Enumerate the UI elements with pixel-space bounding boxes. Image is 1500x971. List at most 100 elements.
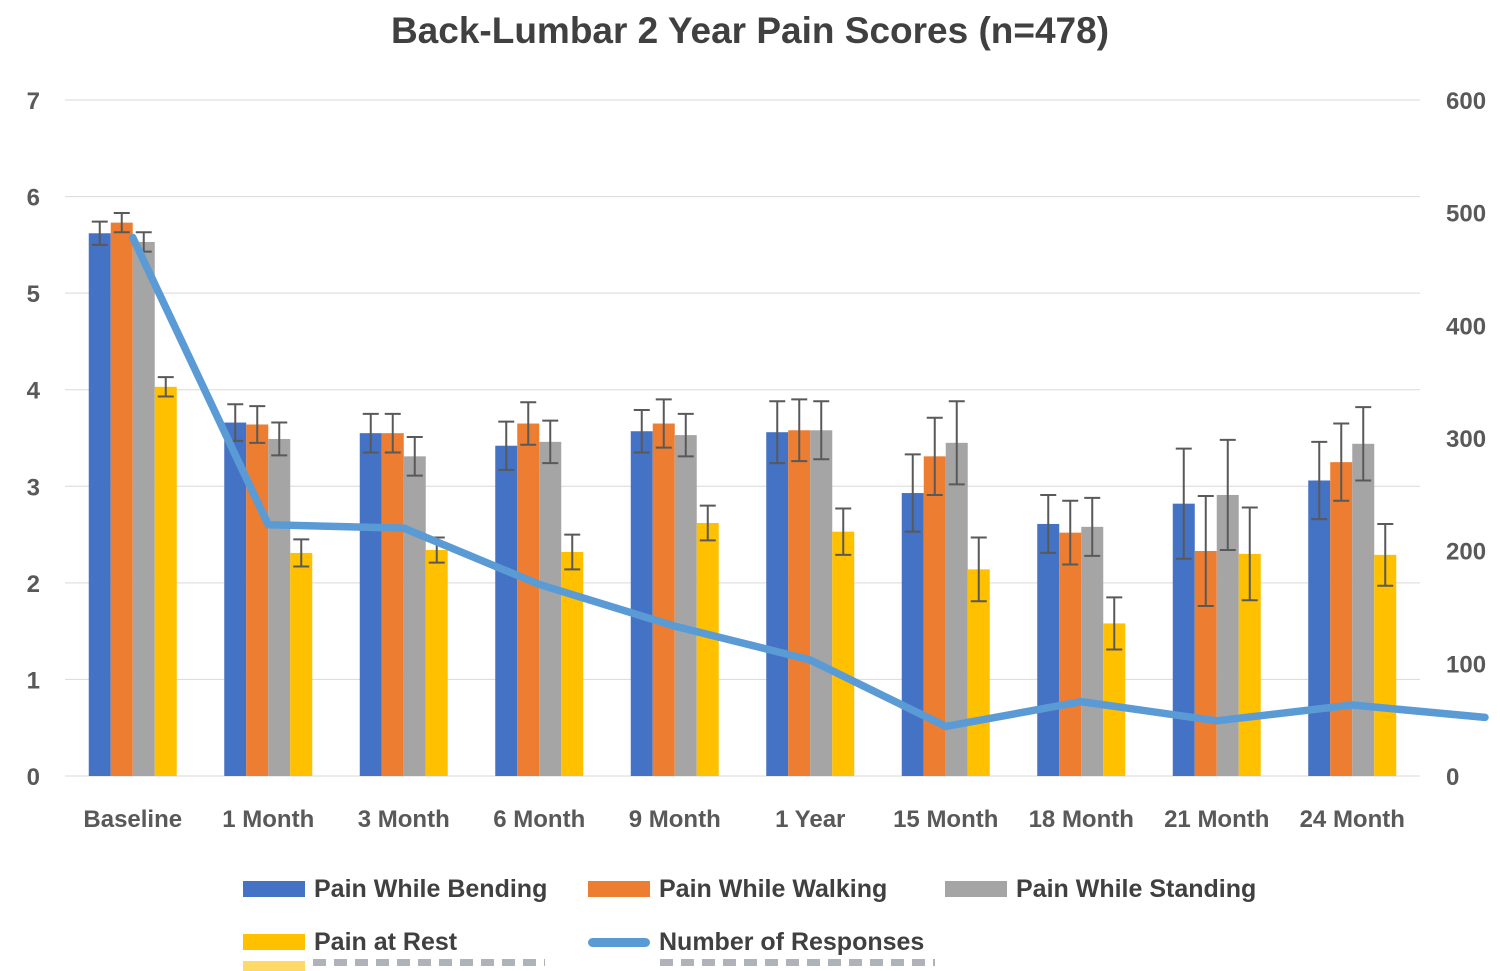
bar-pain-while-standing-15-month <box>945 442 968 776</box>
bar-pain-while-walking-24-month <box>1330 462 1353 776</box>
bar-pain-at-rest-24-month <box>1374 554 1397 776</box>
bar-pain-while-standing-18-month <box>1081 526 1104 776</box>
bar-pain-while-bending-15-month <box>901 493 924 776</box>
bar-pain-while-standing-21-month <box>1216 494 1239 776</box>
error-bar-pain-while-bending-baseline <box>91 220 108 246</box>
right-axis-tick-400: 400 <box>1446 313 1486 340</box>
error-bar-pain-while-standing-21-month <box>1219 438 1236 552</box>
error-bar-pain-while-standing-18-month <box>1084 496 1101 557</box>
error-bar-pain-while-walking-6-month <box>520 401 537 446</box>
right-axis-tick-0: 0 <box>1446 764 1459 791</box>
left-axis-tick-0: 0 <box>27 764 40 791</box>
error-bar-pain-while-bending-1-year <box>769 400 786 465</box>
bar-pain-while-standing-24-month <box>1352 443 1375 776</box>
error-bar-pain-at-rest-21-month <box>1241 506 1258 602</box>
bar-pain-while-bending-3-month <box>359 433 382 776</box>
error-bar-pain-at-rest-6-month <box>564 533 581 571</box>
bar-pain-at-rest-baseline <box>154 386 177 776</box>
error-bar-pain-while-walking-24-month <box>1333 422 1350 502</box>
category-label-1-year: 1 Year <box>775 806 845 833</box>
bar-pain-while-walking-9-month <box>652 423 675 776</box>
category-label-3-month: 3 Month <box>358 806 450 833</box>
error-bar-pain-while-standing-1-month <box>271 421 288 457</box>
bar-pain-while-bending-9-month <box>630 431 653 776</box>
left-axis-tick-5: 5 <box>27 281 40 308</box>
bar-pain-while-walking-baseline <box>110 222 133 776</box>
category-label-1-month: 1 Month <box>222 806 314 833</box>
right-axis-tick-100: 100 <box>1446 651 1486 678</box>
bar-pain-while-bending-1-year <box>766 432 789 776</box>
bar-pain-while-standing-baseline <box>132 241 155 776</box>
error-bar-pain-at-rest-1-year <box>835 507 852 556</box>
error-bar-pain-while-standing-15-month <box>948 400 965 486</box>
error-bar-pain-while-walking-9-month <box>655 398 672 449</box>
chart-title: Back-Lumbar 2 Year Pain Scores (n=478) <box>390 10 1110 51</box>
bar-pain-while-standing-3-month <box>403 456 426 776</box>
right-axis-tick-600: 600 <box>1446 88 1486 115</box>
error-bar-pain-while-bending-24-month <box>1311 440 1328 521</box>
line-number-of-responses <box>129 233 1489 731</box>
category-label-baseline: Baseline <box>83 806 182 833</box>
error-bar-pain-while-walking-21-month <box>1197 494 1214 608</box>
category-label-18-month: 18 Month <box>1029 806 1134 833</box>
bar-pain-while-standing-1-year <box>810 430 833 776</box>
bar-pain-while-standing-6-month <box>539 441 562 776</box>
error-bar-pain-at-rest-15-month <box>970 536 987 603</box>
left-axis-tick-2: 2 <box>27 571 40 598</box>
error-bar-pain-while-walking-15-month <box>926 416 943 496</box>
error-bar-pain-at-rest-1-month <box>293 538 310 568</box>
error-bar-pain-at-rest-baseline <box>157 376 174 398</box>
error-bar-pain-at-rest-24-month <box>1377 522 1394 587</box>
left-axis-tick-4: 4 <box>27 378 41 405</box>
bar-pain-while-bending-24-month <box>1308 480 1331 776</box>
right-axis-tick-200: 200 <box>1446 539 1486 566</box>
category-label-24-month: 24 Month <box>1300 806 1405 833</box>
bar-pain-at-rest-1-year <box>832 531 855 776</box>
bar-pain-while-walking-1-year <box>788 430 811 776</box>
left-axis-tick-7: 7 <box>27 88 40 115</box>
bar-pain-while-bending-18-month <box>1037 523 1060 776</box>
error-bar-pain-at-rest-9-month <box>699 504 716 542</box>
category-label-21-month: 21 Month <box>1164 806 1269 833</box>
error-bar-pain-while-standing-24-month <box>1355 406 1372 482</box>
bar-pain-at-rest-6-month <box>561 551 584 776</box>
bar-pain-while-bending-6-month <box>495 445 518 776</box>
bar-pain-at-rest-1-month <box>290 552 313 776</box>
error-bar-pain-while-standing-9-month <box>677 412 694 458</box>
error-bar-pain-while-walking-1-month <box>249 405 266 444</box>
bar-pain-while-walking-18-month <box>1059 532 1082 776</box>
error-bar-pain-while-standing-1-year <box>813 400 830 461</box>
error-bar-pain-while-bending-6-month <box>498 420 515 471</box>
bar-pain-while-bending-21-month <box>1172 503 1195 776</box>
error-bar-pain-while-standing-6-month <box>542 419 559 465</box>
left-axis-tick-1: 1 <box>27 667 40 694</box>
bar-pain-while-bending-1-month <box>224 422 247 776</box>
left-axis-tick-6: 6 <box>27 185 40 212</box>
error-bar-pain-while-standing-3-month <box>406 436 423 477</box>
bar-pain-while-walking-15-month <box>923 456 946 776</box>
category-label-9-month: 9 Month <box>629 806 721 833</box>
error-bar-pain-while-walking-18-month <box>1062 499 1079 566</box>
right-axis-tick-500: 500 <box>1446 201 1486 228</box>
category-label-15-month: 15 Month <box>893 806 998 833</box>
error-bar-pain-while-bending-18-month <box>1040 493 1057 554</box>
bar-pain-while-standing-9-month <box>674 435 697 776</box>
bar-pain-while-bending-baseline <box>88 233 111 777</box>
error-bar-pain-while-bending-15-month <box>904 453 921 533</box>
bar-pain-at-rest-18-month <box>1103 623 1126 776</box>
error-bar-pain-while-walking-3-month <box>384 412 401 454</box>
error-bar-pain-while-walking-1-year <box>791 398 808 463</box>
right-axis-tick-300: 300 <box>1446 426 1486 453</box>
bar-pain-at-rest-9-month <box>696 522 719 776</box>
error-bar-pain-at-rest-18-month <box>1106 596 1123 651</box>
error-bar-pain-while-bending-21-month <box>1175 447 1192 560</box>
bar-pain-at-rest-3-month <box>425 550 448 776</box>
category-label-6-month: 6 Month <box>493 806 585 833</box>
error-bar-pain-while-bending-3-month <box>362 412 379 454</box>
bar-pain-while-standing-1-month <box>268 438 291 776</box>
bar-pain-while-walking-3-month <box>381 433 404 776</box>
left-axis-tick-3: 3 <box>27 474 40 501</box>
error-bar-pain-while-bending-9-month <box>633 408 650 454</box>
error-bar-pain-while-walking-baseline <box>113 211 130 234</box>
